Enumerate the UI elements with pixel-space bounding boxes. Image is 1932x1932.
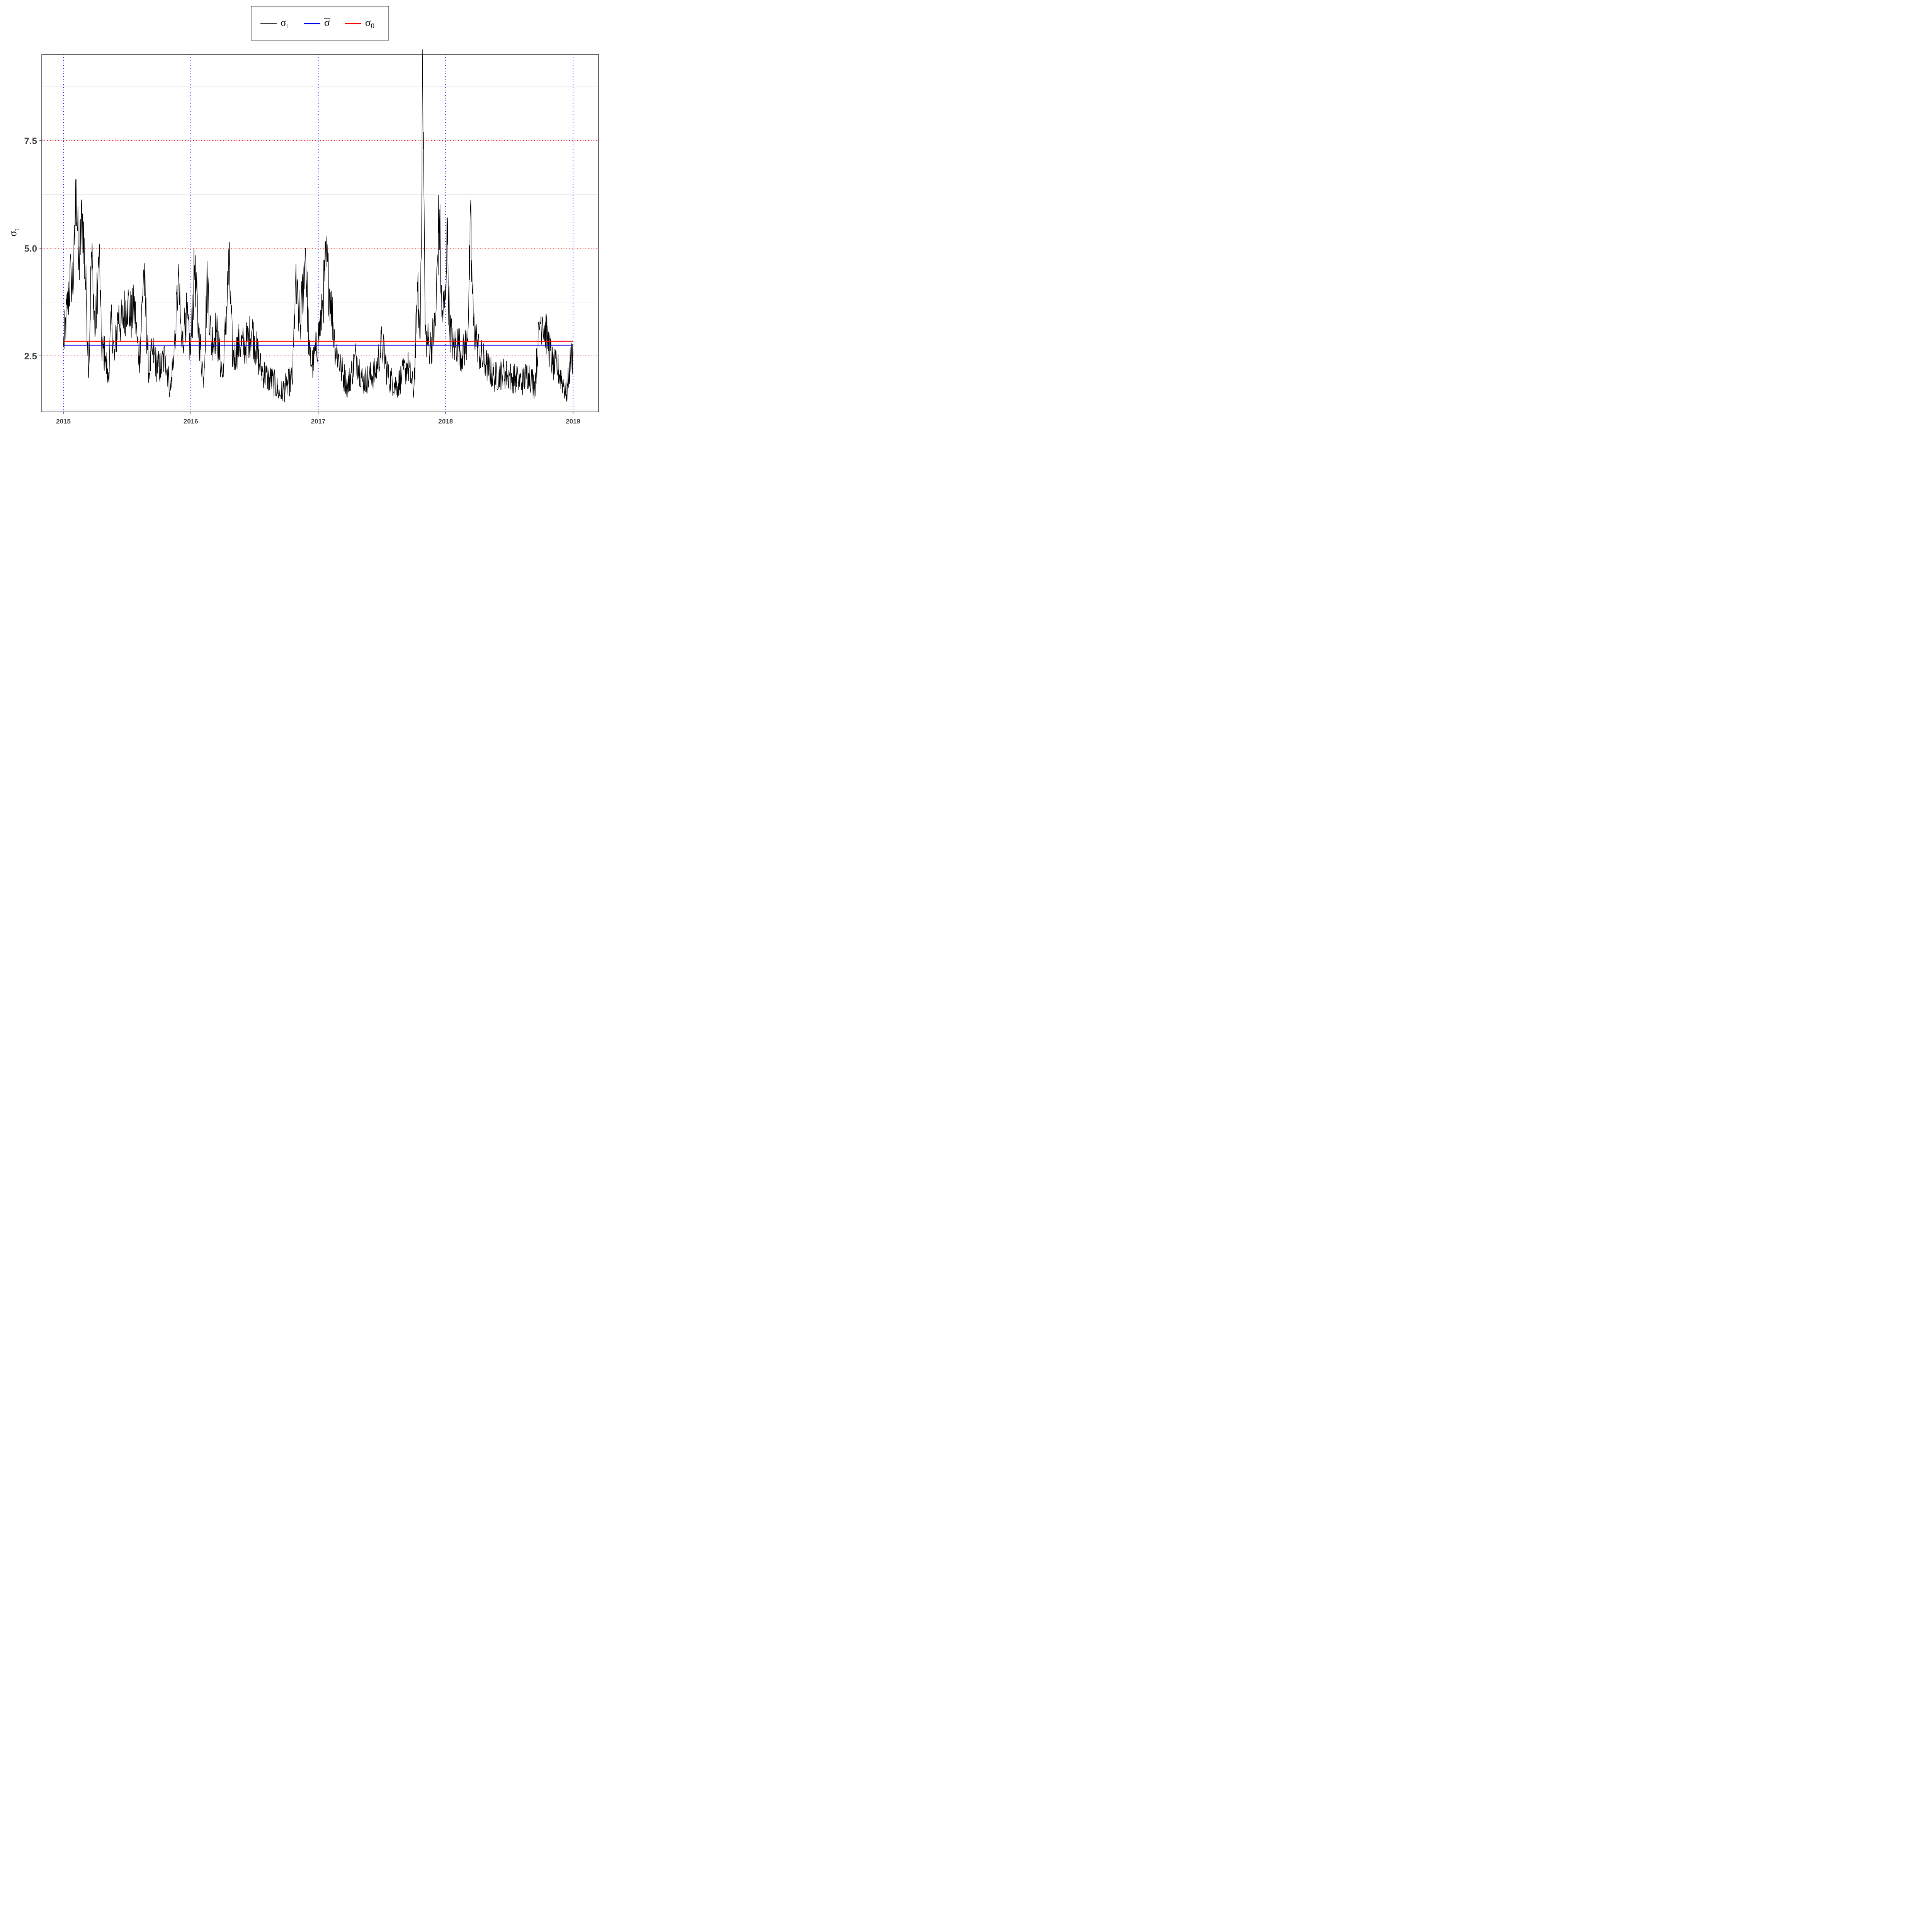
plot-panel <box>41 49 599 412</box>
y-tick-label: 7.5 <box>24 136 37 146</box>
x-tick-label: 2015 <box>56 418 71 425</box>
legend-item: σ <box>304 17 330 28</box>
y-axis: 2.5 5.0 7.5 <box>24 136 42 362</box>
y-axis-title-subscript: t <box>13 228 21 231</box>
chart-background <box>0 0 606 433</box>
chart: σt σ σ0 2.55.07.5 2015 2016 2017 2018 2019 σt <box>0 0 606 433</box>
x-tick-label: 2016 <box>184 418 198 425</box>
legend-item: σ0 <box>345 17 374 30</box>
x-axis: 2015 2016 2017 2018 2019 <box>56 412 580 425</box>
x-tick-label: 2017 <box>311 418 326 425</box>
x-tick-label: 2019 <box>566 418 580 425</box>
series-line-sigma-t <box>63 49 573 402</box>
legend-label-subscript: 0 <box>371 22 375 30</box>
panel-border <box>41 54 599 412</box>
x-tick-label: 2018 <box>438 418 453 425</box>
y-tick-label: 2.5 <box>24 351 37 362</box>
legend-label: σ <box>324 17 330 28</box>
y-tick-label: 5.0 <box>24 244 37 254</box>
legend-label: σ0 <box>365 17 374 30</box>
legend: σt σ σ0 <box>251 6 389 41</box>
legend-label-subscript: t <box>286 22 289 30</box>
